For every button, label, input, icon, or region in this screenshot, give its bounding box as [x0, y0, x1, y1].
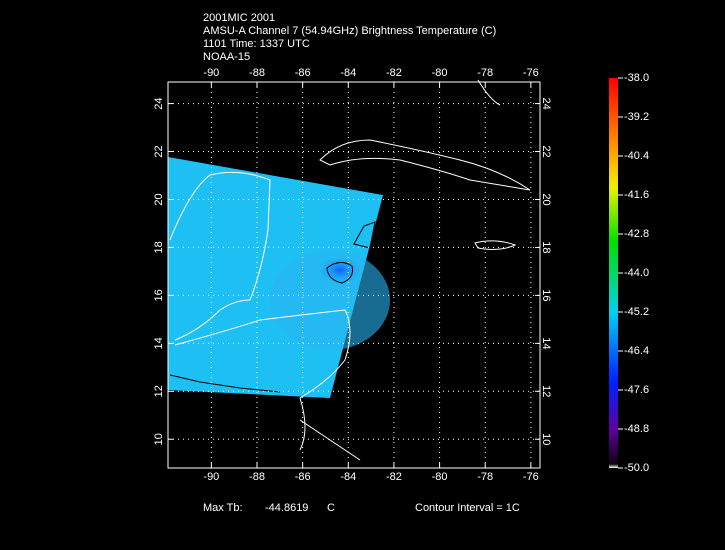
lon-label: -84: [340, 67, 356, 79]
lon-label: -88: [249, 67, 265, 79]
lat-label: 16: [153, 289, 165, 301]
lat-label: 22: [153, 145, 165, 157]
lat-label: 20: [153, 193, 165, 205]
colorbar-label: -44.0: [624, 267, 649, 279]
footer-contour: Contour Interval = 1C: [415, 502, 520, 514]
lat-label: 10: [540, 433, 552, 445]
footer-value: -44.8619: [265, 502, 308, 514]
colorbar-label: -46.4: [624, 345, 649, 357]
lon-label: -88: [249, 471, 265, 483]
colorbar-label: -40.4: [624, 150, 649, 162]
colorbar-label: -45.2: [624, 306, 649, 318]
colorbar-label: -38.0: [624, 72, 649, 84]
colorbar-label: -39.2: [624, 111, 649, 123]
colorbar-label: -50.0: [624, 462, 649, 474]
lon-label: -78: [477, 471, 493, 483]
lon-label: -80: [432, 471, 448, 483]
lat-label: 18: [540, 241, 552, 253]
colorbar-label: -48.8: [624, 423, 649, 435]
lon-label: -84: [340, 471, 356, 483]
lat-label: 12: [153, 385, 165, 397]
lon-label: -82: [386, 67, 402, 79]
lon-label: -86: [295, 67, 311, 79]
header-line: AMSU-A Channel 7 (54.94GHz) Brightness T…: [203, 25, 496, 37]
swath: [168, 157, 390, 398]
lat-label: 12: [540, 385, 552, 397]
lat-label: 22: [540, 145, 552, 157]
header-line: NOAA-15: [203, 51, 250, 63]
lon-label: -76: [523, 67, 539, 79]
colorbar-label: -41.6: [624, 189, 649, 201]
lat-label: 18: [153, 241, 165, 253]
lat-label: 20: [540, 193, 552, 205]
header-line: 2001MIC 2001: [203, 12, 275, 24]
lat-label: 10: [153, 433, 165, 445]
footer-label: Max Tb:: [203, 502, 243, 514]
map-frame: [167, 81, 541, 469]
lon-label: -90: [203, 67, 219, 79]
lon-label: -86: [295, 471, 311, 483]
footer-unit: C: [327, 502, 335, 514]
header-line: 1101 Time: 1337 UTC: [203, 38, 310, 50]
lat-label: 24: [153, 97, 165, 109]
lon-label: -78: [477, 67, 493, 79]
lat-label: 14: [540, 337, 552, 349]
colorbar-label: -47.6: [624, 384, 649, 396]
lat-label: 24: [540, 97, 552, 109]
coastline: [169, 79, 531, 461]
lon-label: -90: [203, 471, 219, 483]
colorbar: [609, 78, 618, 468]
lat-label: 16: [540, 289, 552, 301]
lat-label: 14: [153, 337, 165, 349]
colorbar-label: -42.8: [624, 228, 649, 240]
lon-label: -76: [523, 471, 539, 483]
lon-label: -80: [432, 67, 448, 79]
lon-label: -82: [386, 471, 402, 483]
